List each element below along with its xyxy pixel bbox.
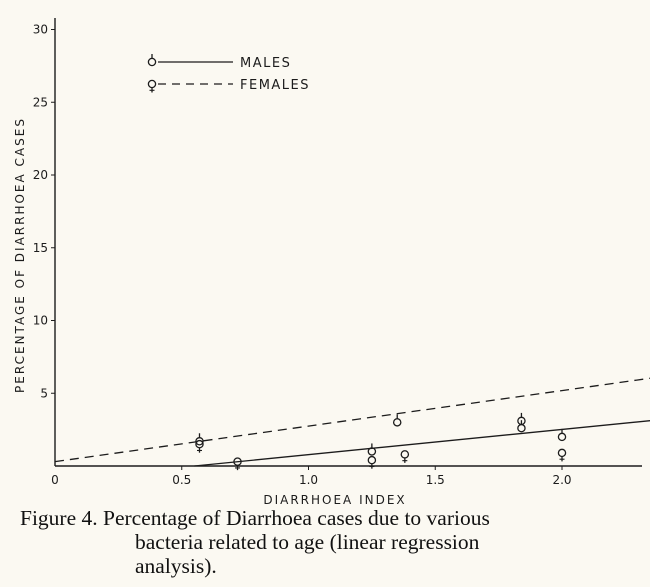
caption-line-1: Figure 4. Percentage of Diarrhoea cases … xyxy=(20,506,490,530)
y-axis-title: PERCENTAGE OF DIARRHOEA CASES xyxy=(13,117,27,393)
males-data-point xyxy=(557,428,567,442)
females-legend-marker xyxy=(147,79,157,93)
females-regression-line xyxy=(54,377,650,463)
males-data-point xyxy=(195,433,204,446)
x-tick-label: 1.0 xyxy=(299,473,318,487)
x-axis-title: DIARRHOEA INDEX xyxy=(263,493,406,505)
females-data-point xyxy=(367,455,377,469)
females-data-point xyxy=(400,450,410,463)
y-tick-label: 5 xyxy=(40,386,48,400)
y-tick-label: 10 xyxy=(33,314,48,328)
x-tick-label: 2.0 xyxy=(552,473,571,487)
caption-line-2: bacteria related to age (linear regressi… xyxy=(135,530,480,554)
y-tick-label: 30 xyxy=(33,23,48,37)
figure-caption: Figure 4. Percentage of Diarrhoea cases … xyxy=(20,506,640,578)
females-data-point xyxy=(557,448,567,462)
females-data-point xyxy=(195,439,204,453)
females-data-point xyxy=(233,457,242,471)
males-data-point xyxy=(517,420,526,433)
males-legend-label: MALES xyxy=(240,56,291,71)
males-data-point xyxy=(392,414,402,427)
y-tick-label: 15 xyxy=(33,241,48,255)
x-tick-label: 1.5 xyxy=(426,473,445,487)
males-data-point xyxy=(367,443,377,456)
males-data-point xyxy=(517,412,526,426)
axes xyxy=(54,18,642,467)
y-tick-label: 20 xyxy=(33,168,48,182)
y-tick-label: 25 xyxy=(33,95,48,109)
regression-lines xyxy=(54,377,650,467)
legend: MALES FEMALES xyxy=(147,54,310,93)
males-regression-line xyxy=(194,420,650,467)
x-tick-label: 0.5 xyxy=(172,473,191,487)
males-legend-marker xyxy=(147,54,157,67)
caption-line-3: analysis). xyxy=(135,554,217,578)
data-points xyxy=(195,412,567,471)
x-tick-label: 0 xyxy=(51,473,59,487)
females-legend-label: FEMALES xyxy=(240,78,310,93)
